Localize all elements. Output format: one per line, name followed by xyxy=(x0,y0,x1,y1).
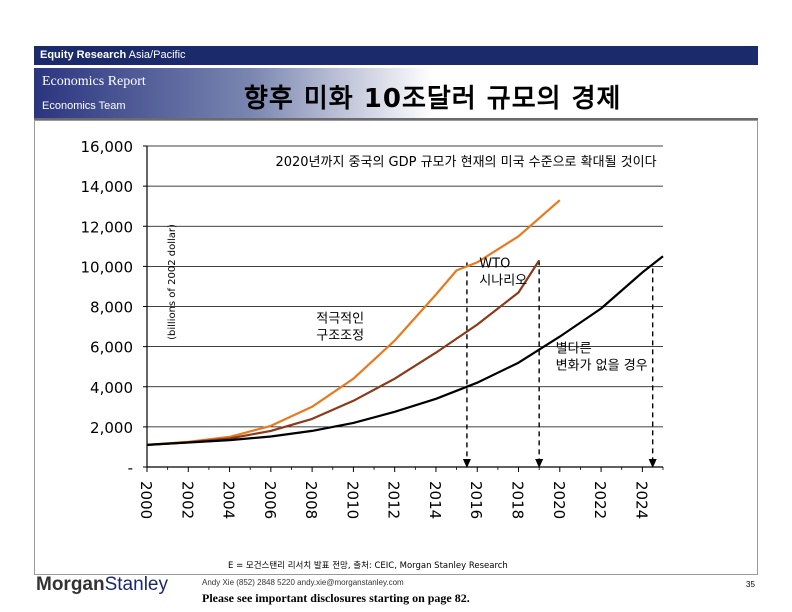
series-layer xyxy=(146,199,664,446)
x-tick-label: 2022 xyxy=(591,481,609,519)
y-tick-label: 14,000 xyxy=(81,178,134,196)
x-tick-label: 2006 xyxy=(261,481,279,519)
x-tick-label: 2018 xyxy=(509,481,527,519)
x-tick-label: 2002 xyxy=(178,481,196,519)
header-background xyxy=(34,68,758,118)
x-tick-label: 2004 xyxy=(220,481,238,519)
page-title: 향후 미화 10조달러 규모의 경제 xyxy=(244,84,622,114)
banner-region: Asia/Pacific xyxy=(128,49,186,61)
x-tick-label: 2000 xyxy=(137,481,155,519)
logo-stanley: Stanley xyxy=(104,574,168,595)
series-line-1 xyxy=(146,199,561,446)
annotation-1: WTO 시나리오 xyxy=(479,256,527,288)
x-tick-label: 2008 xyxy=(302,481,320,519)
source-note: E = 모건스탠리 리서치 발표 전망, 출처: CEIC, Morgan St… xyxy=(228,560,508,571)
series-line-2 xyxy=(146,259,541,446)
scenario-marker-arrow xyxy=(535,459,544,468)
scenario-marker-arrow xyxy=(648,459,657,468)
banner-equity-research: Equity Research xyxy=(40,49,127,61)
team-name: Economics Team xyxy=(42,100,126,112)
y-axis-label: (billions of 2002 dollar) xyxy=(167,224,178,340)
y-tick-label: 4,000 xyxy=(90,379,133,397)
scenario-marker-arrow xyxy=(462,459,471,468)
content-frame xyxy=(34,120,758,575)
morgan-stanley-logo: MorganStanley xyxy=(36,574,168,596)
analyst-contact: Andy Xie (852) 2848 5220 andy.xie@morgan… xyxy=(202,578,404,587)
tick-layer: - 2,000 4,000 6,000 8,000 10,000 12,000 14,000 1… xyxy=(81,138,664,519)
marker-layer xyxy=(462,260,657,468)
chart-title: 2020년까지 중국의 GDP 규모가 현재의 미국 수준으로 확대될 것이다 xyxy=(275,155,656,170)
x-tick-label: 2016 xyxy=(467,481,485,519)
series-line-3 xyxy=(146,255,664,446)
x-tick-label: 2024 xyxy=(632,481,650,519)
annotation-2: 적극적인 구조조정 xyxy=(316,312,364,344)
report-header: Economics Report Economics Team 향후 미화 10… xyxy=(34,68,758,120)
x-tick-label: 2020 xyxy=(550,481,568,519)
y-tick-label: 6,000 xyxy=(90,339,133,357)
page-number: 35 xyxy=(746,580,755,589)
x-tick-label: 2010 xyxy=(343,481,361,519)
logo-morgan: Morgan xyxy=(36,574,105,595)
report-name: Economics Report xyxy=(42,74,146,89)
annotation-3: 별다른 변화가 없을 경우 xyxy=(556,342,648,374)
grid-layer xyxy=(146,145,663,468)
y-tick-label: 2,000 xyxy=(90,419,133,437)
y-tick-label: 12,000 xyxy=(81,218,134,236)
y-tick-label: 8,000 xyxy=(90,299,133,317)
y-tick-label: - xyxy=(128,459,133,477)
research-banner: Equity Research Asia/Pacific xyxy=(34,46,758,65)
y-tick-label: 10,000 xyxy=(81,258,134,276)
y-tick-label: 16,000 xyxy=(81,138,134,156)
x-tick-label: 2012 xyxy=(385,481,403,519)
disclosure-note: Please see important disclosures startin… xyxy=(202,591,470,605)
x-tick-label: 2014 xyxy=(426,481,444,519)
